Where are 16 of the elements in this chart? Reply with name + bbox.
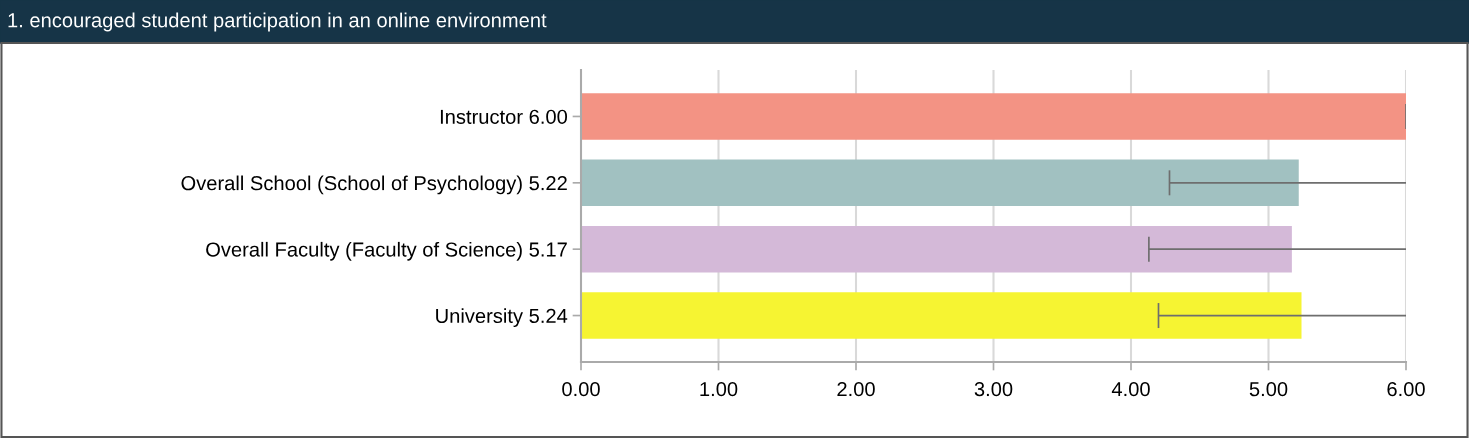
- y-tick-label: Instructor 6.00: [440, 109, 568, 124]
- y-tick-label: Overall School (School of Psychology) 5.22: [181, 175, 567, 195]
- x-tick-label: 5.00: [1249, 381, 1288, 397]
- bar: [581, 159, 1299, 207]
- x-tick-label: 0.00: [562, 381, 600, 397]
- x-tick-label: 3.00: [974, 381, 1013, 397]
- y-tick-label: University 5.24: [436, 308, 568, 328]
- x-tick-label: 6.00: [1387, 381, 1425, 397]
- x-tick-label: 4.00: [1111, 381, 1150, 397]
- bar: [581, 225, 1292, 273]
- text: 1. encouraged student participation in an online environment: [8, 12, 547, 32]
- x-tick-label: 1.00: [700, 381, 738, 397]
- y-tick-label: Overall Faculty (Faculty of Science) 5.17: [206, 241, 567, 261]
- bar: [581, 292, 1302, 339]
- x-tick-label: 2.00: [837, 381, 875, 397]
- bar: [581, 93, 1406, 140]
